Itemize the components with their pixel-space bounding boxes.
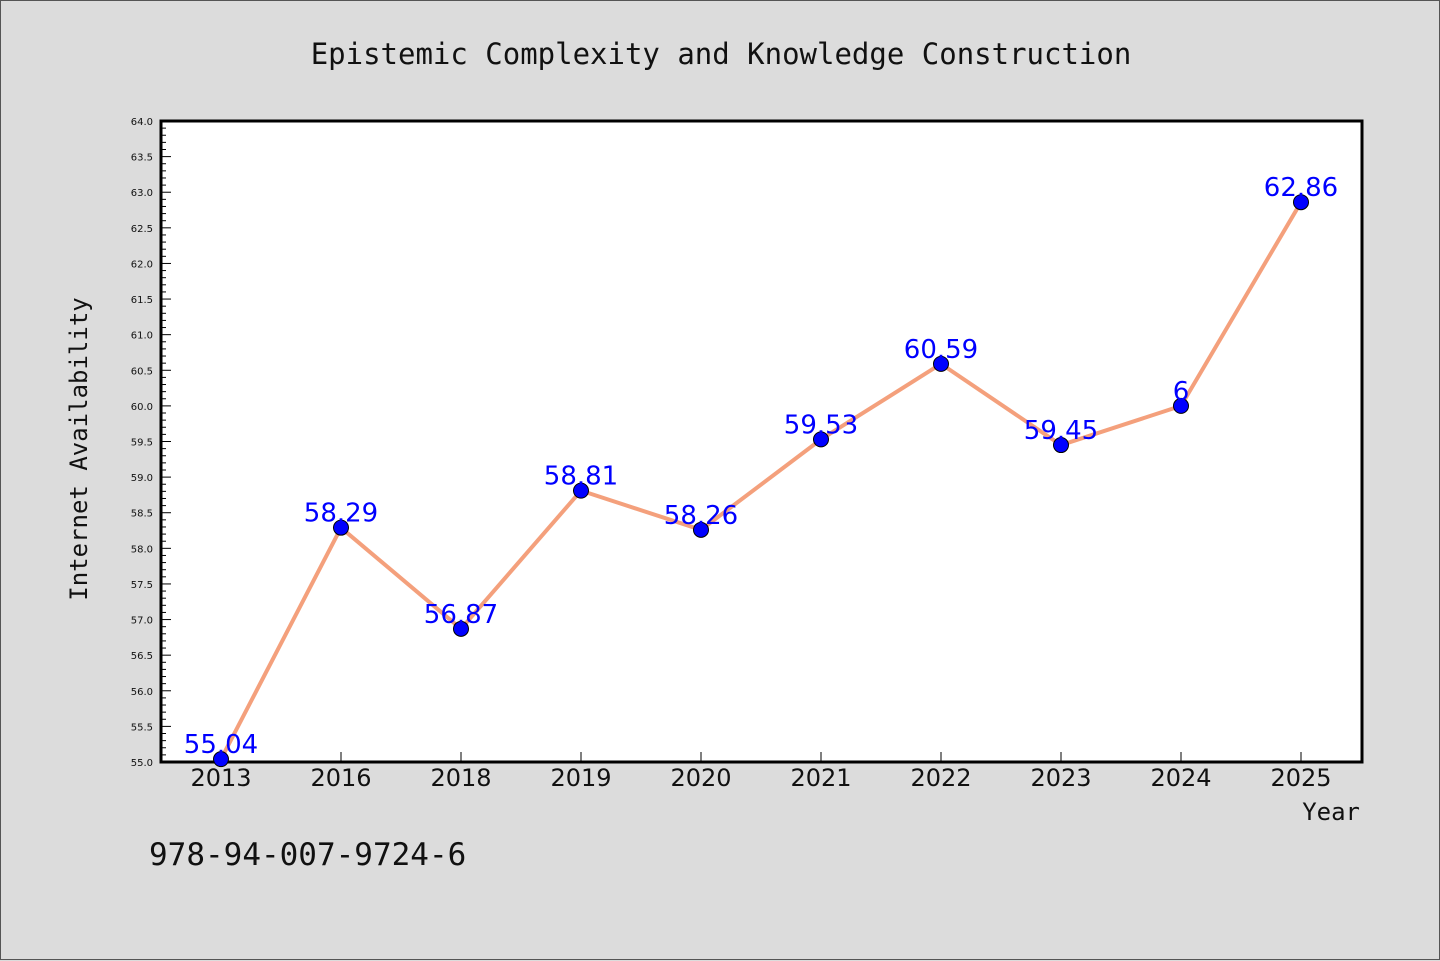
data-point (213, 751, 229, 768)
y-tick-label: 61.5 (131, 295, 153, 306)
y-axis-label: Internet Availability (65, 297, 93, 600)
y-tick-label: 59.5 (131, 438, 153, 449)
data-label: 55.04 (184, 730, 258, 760)
y-tick-label: 64.0 (131, 117, 153, 128)
data-label: 59.45 (1024, 416, 1098, 446)
data-label: 60.59 (904, 335, 978, 365)
x-tick-label: 2021 (790, 764, 851, 792)
x-tick-label: 2020 (670, 764, 731, 792)
data-point (573, 482, 589, 499)
x-tick-label: 2016 (310, 764, 371, 792)
y-tick-label: 61.0 (131, 331, 153, 342)
y-tick-label: 62.5 (131, 224, 153, 235)
x-tick-label: 2019 (550, 764, 611, 792)
y-tick-label: 63.5 (131, 153, 153, 164)
x-tick-label: 2025 (1270, 764, 1331, 792)
y-tick-label: 56.0 (131, 687, 153, 698)
chart-title: Epistemic Complexity and Knowledge Const… (311, 37, 1132, 71)
y-tick-label: 58.0 (131, 544, 153, 555)
x-axis-label: Year (1302, 798, 1360, 826)
data-point (1173, 397, 1189, 414)
data-point (333, 519, 349, 536)
data-label: 59.53 (784, 410, 858, 440)
y-tick-label: 58.5 (131, 509, 153, 520)
x-tick-label: 2023 (1030, 764, 1091, 792)
data-labels: 55.04 58.29 56.87 58.81 58.26 59.53 60.59 59.45… (184, 173, 1338, 760)
x-tick-label: 2018 (430, 764, 491, 792)
y-tick-label: 57.5 (131, 580, 153, 591)
data-point (693, 521, 709, 538)
data-markers (213, 194, 1309, 768)
y-tick-label: 56.5 (131, 651, 153, 662)
y-tick-label: 55.0 (131, 758, 153, 769)
y-tick-label: 57.0 (131, 616, 153, 627)
x-tick-label: 2022 (910, 764, 971, 792)
series-line (219, 201, 1303, 761)
data-label: 58.29 (304, 499, 378, 529)
isbn-annotation: 978-94-007-9724-6 (149, 837, 466, 873)
data-point (933, 355, 949, 372)
x-tick-label: 2024 (1150, 764, 1211, 792)
y-tick-label: 63.0 (131, 188, 153, 199)
y-tick-label: 60.0 (131, 402, 153, 413)
data-point (813, 431, 829, 448)
data-point (1293, 194, 1309, 211)
x-tick-label: 2013 (190, 764, 251, 792)
y-tick-label: 55.5 (131, 722, 153, 733)
x-axis: 2013 2016 2018 2019 2020 2021 2022 2023 2024 2025 (190, 752, 1332, 792)
data-label: 6 (1173, 377, 1190, 407)
data-label: 58.26 (664, 501, 738, 531)
y-tick-label: 59.0 (131, 473, 153, 484)
data-point (1053, 437, 1069, 454)
y-axis: 55.0 55.5 56.0 56.5 57.0 57.5 58.0 58.5 59.0 59.5… (131, 117, 171, 769)
data-label: 56.87 (424, 600, 498, 630)
plot-area (159, 119, 1364, 764)
data-label: 62.86 (1264, 173, 1338, 203)
data-label: 58.81 (544, 462, 618, 492)
y-tick-label: 62.0 (131, 259, 153, 270)
y-tick-label: 60.5 (131, 366, 153, 377)
data-point (453, 620, 469, 637)
